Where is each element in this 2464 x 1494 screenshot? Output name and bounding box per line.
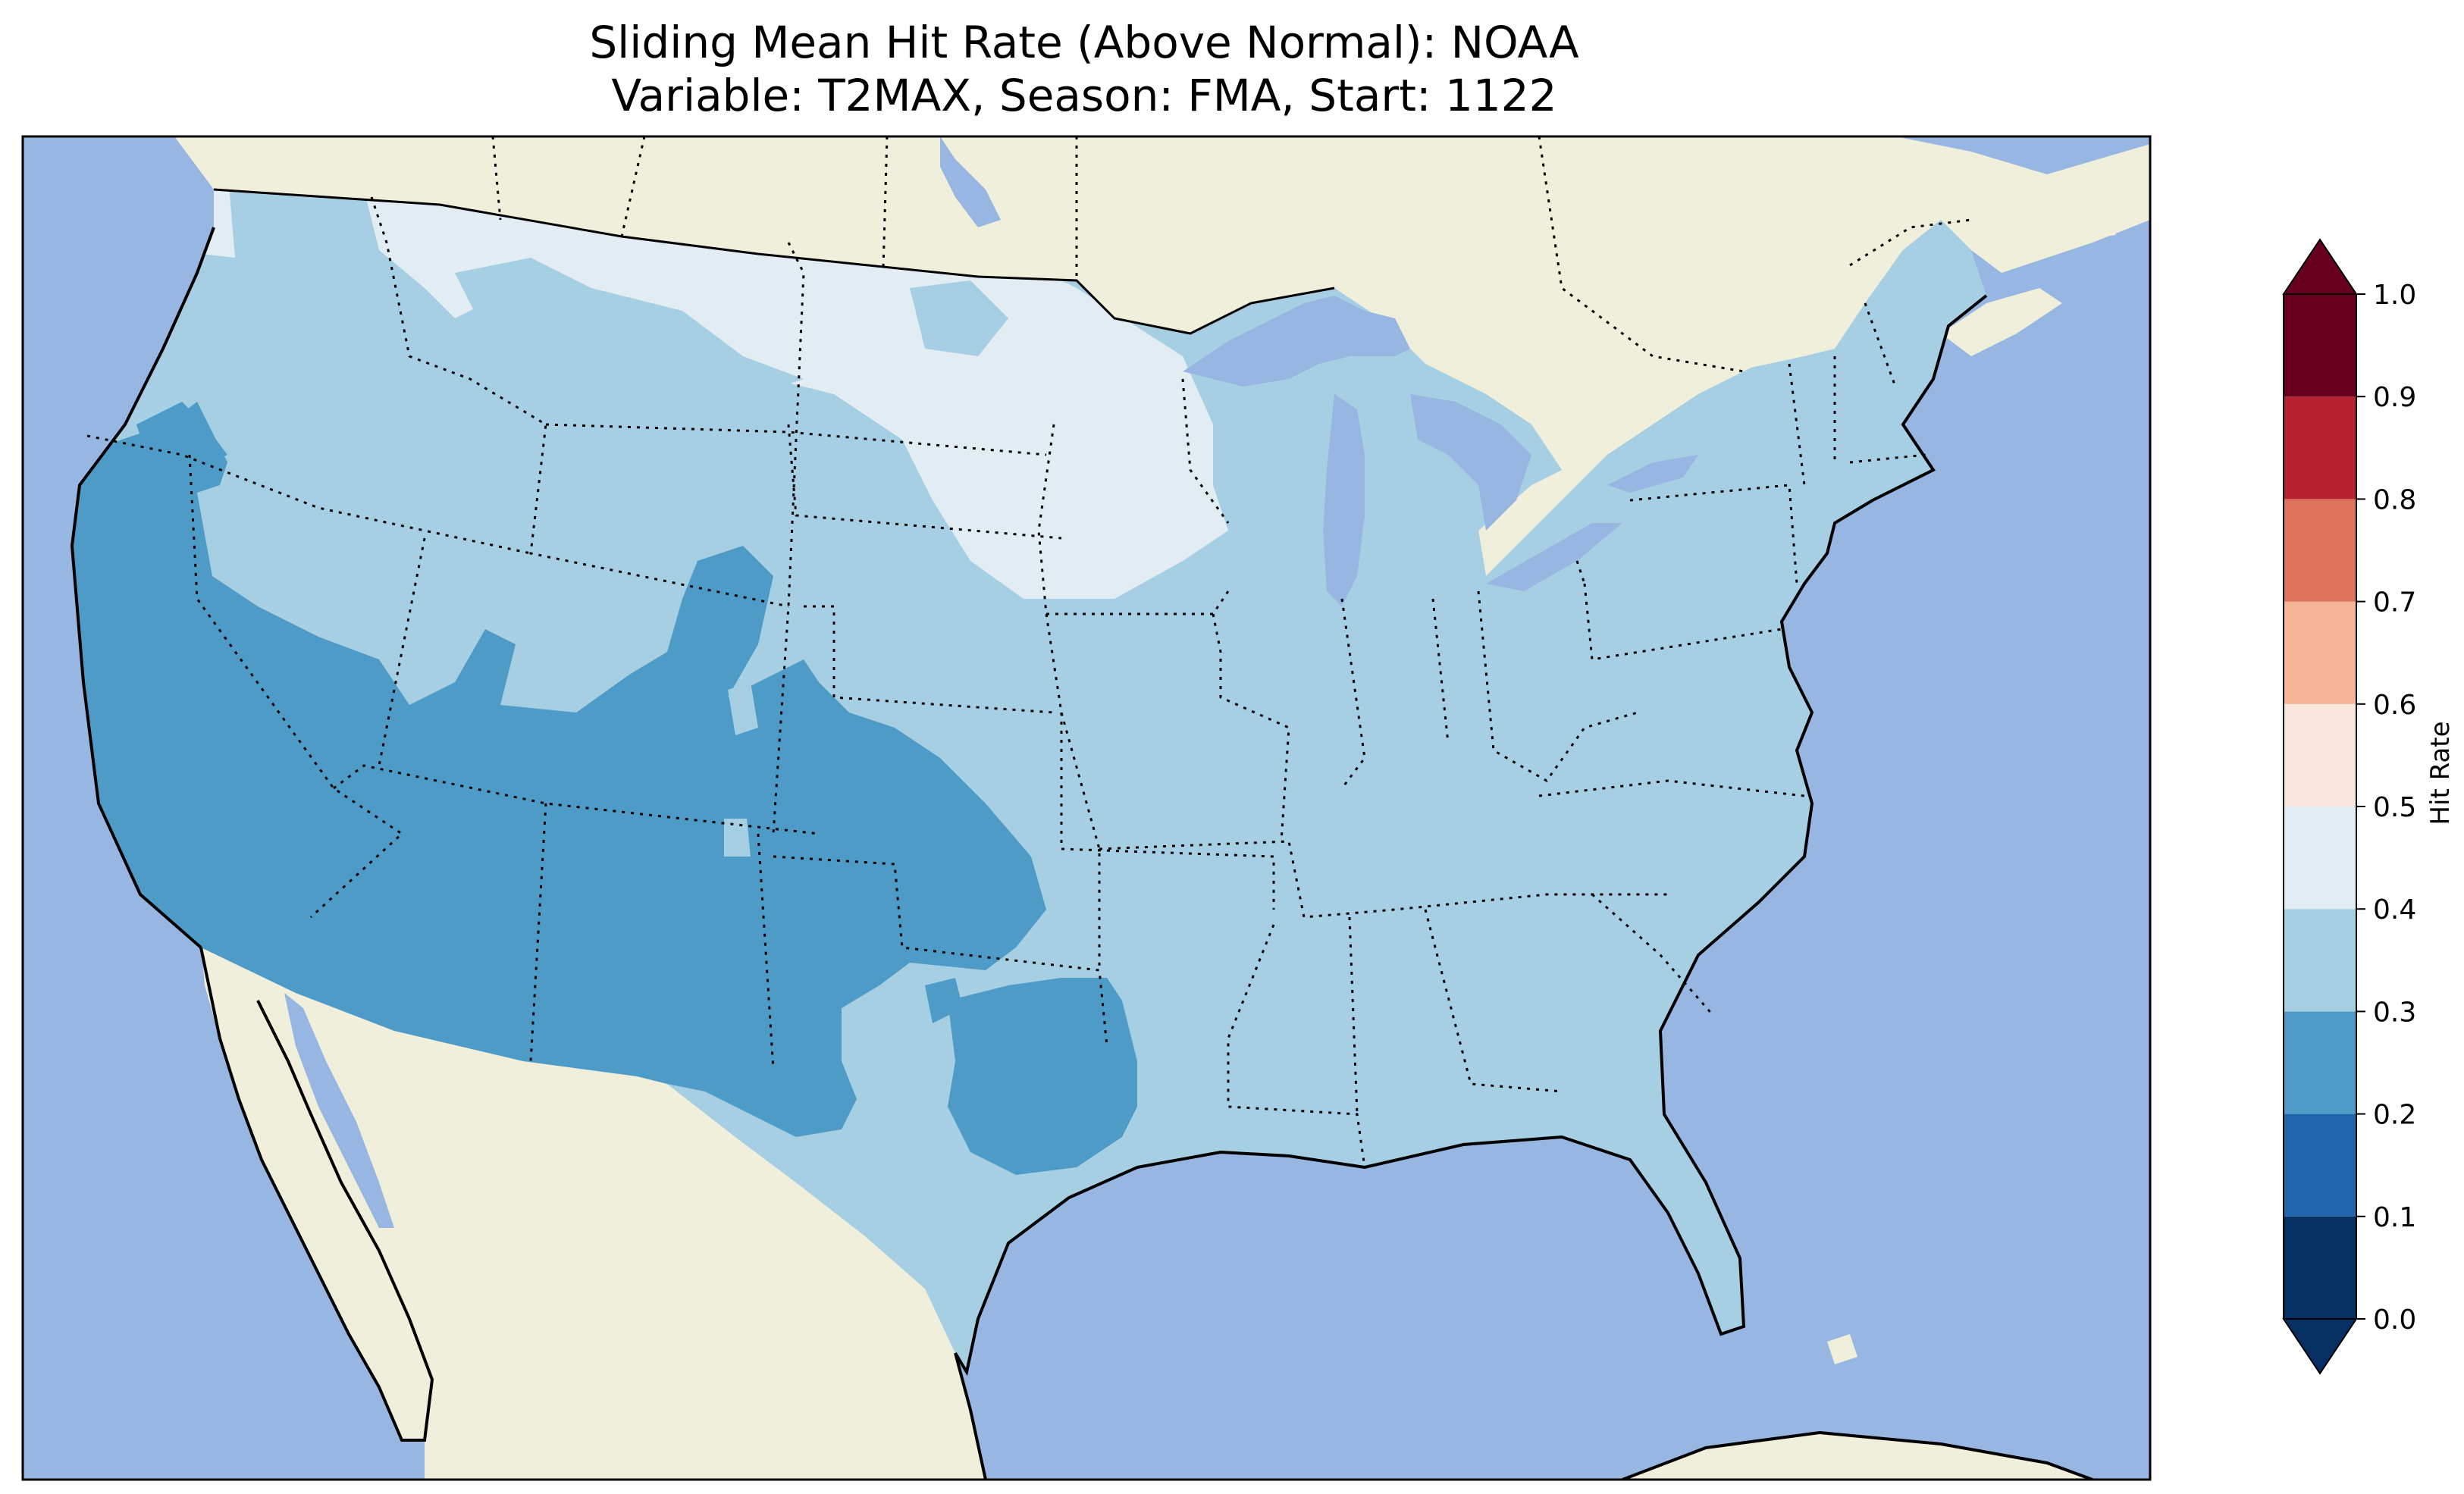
map-frame-content [23,136,2150,1480]
region-nevada-pocket [212,500,394,637]
colorbar-label: Hit Rate [2425,721,2456,825]
lake-huron [1410,394,1531,531]
colorbar-tick-label: 0.9 [2373,382,2416,413]
canadian-province-borders [491,136,1972,373]
region-west-texas-spot [819,978,842,1016]
colorbar-tick-label: 0.8 [2373,484,2416,515]
colorbar-tick-label: 0.3 [2373,997,2416,1028]
colorbar-bin [2284,1216,2356,1319]
region-colorado-pocket [728,682,758,735]
coastline [70,227,2093,1480]
region-nd-pocket [910,280,1008,356]
nova-scotia-land [1941,288,2062,356]
lake-ontario [1607,455,1698,493]
colorbar-tick-label: 0.4 [2373,894,2416,926]
region-utah-pocket [531,637,607,705]
colorbar-bin [2284,601,2356,704]
lake-winnipeg [940,136,1001,227]
colorbar-bin [2284,1011,2356,1114]
colorbar-tick-label: 0.7 [2373,587,2416,619]
us-canada-border [213,188,1335,335]
lake-superior [1183,296,1410,387]
region-texas-panhandle-spots [925,978,963,1023]
colorbar-bin [2284,294,2356,397]
region-southwest [72,402,1046,1137]
us-state-borders [86,196,1926,1168]
region-nm-pocket [724,819,751,857]
map-title: Sliding Mean Hit Rate (Above Normal): NO… [589,17,1579,68]
colorbar-extend-max [2282,238,2358,295]
region-oregon-coast [136,402,227,470]
lake-erie [1486,523,1622,591]
region-montana-pocket [455,258,804,394]
colorbar-tick-label: 0.2 [2373,1100,2416,1131]
colorbar-bin [2284,909,2356,1012]
colorbar-tick-label: 0.5 [2373,792,2416,823]
colorbar-bin [2284,1113,2356,1217]
map-frame [21,135,2152,1481]
lake-michigan [1323,394,1365,606]
gulf-of-california [284,993,394,1228]
canada-land [174,136,2150,576]
map-subtitle: Variable: T2MAX, Season: FMA, Start: 112… [611,70,1557,121]
region-south-central-texas [948,978,1137,1175]
colorbar-tick-label: 0.0 [2373,1305,2416,1336]
hit-rate-field [72,189,1228,1175]
colorbar-extend-min [2282,1318,2358,1375]
bahamas-land [1827,1334,1857,1364]
colorbar-bin [2284,396,2356,500]
colorbar-tick-label: 0.6 [2373,690,2416,721]
colorbar-bin [2284,703,2356,807]
newfoundland-land [2047,182,2130,243]
colorbar-tick-label: 1.0 [2373,280,2416,311]
colorbar-tick-label: 0.1 [2373,1202,2416,1233]
colorbar-bin [2284,499,2356,602]
baja-california-land [201,940,432,1440]
colorbar-bin [2284,807,2356,910]
